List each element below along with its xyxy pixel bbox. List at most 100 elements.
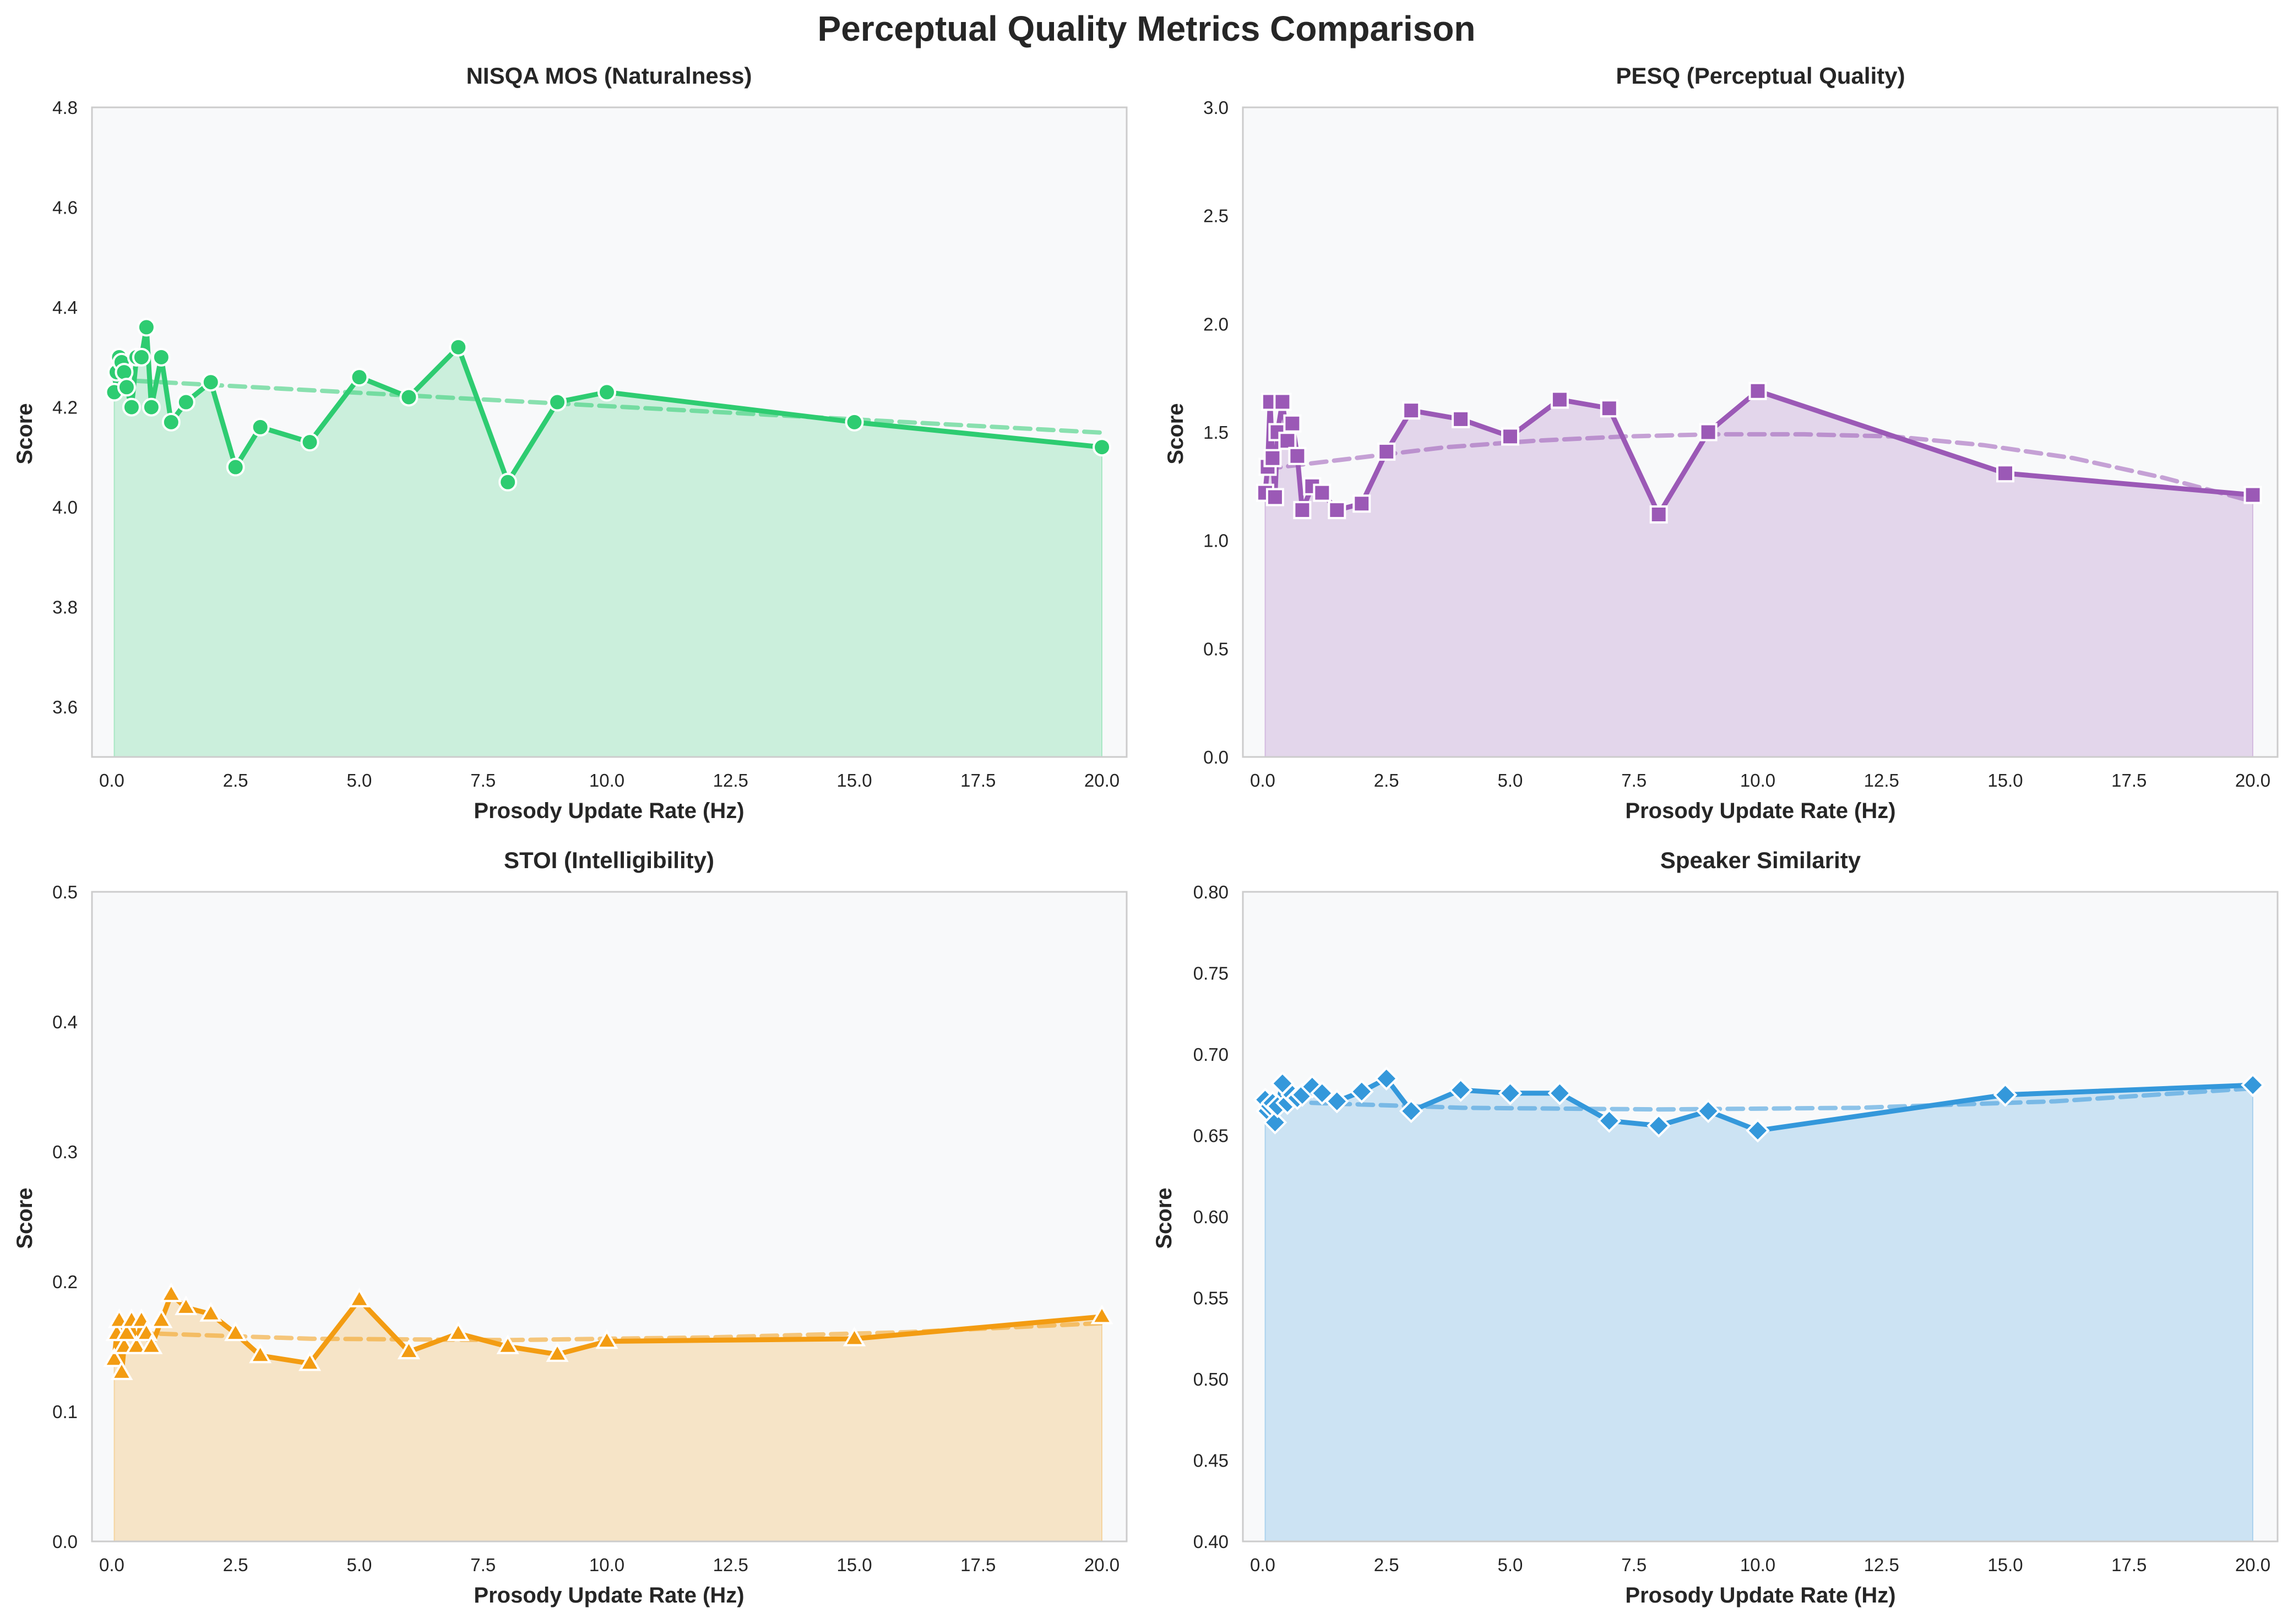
plot-frame — [1242, 891, 2279, 1543]
x-tick-label: 5.0 — [1498, 770, 1523, 791]
data-point — [160, 1282, 183, 1303]
data-point — [2241, 1073, 2265, 1097]
data-point — [397, 1339, 420, 1360]
x-tick-label: 17.5 — [2111, 770, 2147, 791]
data-point — [1746, 1118, 1770, 1143]
data-point — [140, 1334, 163, 1354]
data-point — [347, 1288, 371, 1307]
y-tick-label: 2.5 — [1203, 206, 1229, 226]
x-tick-label: 2.5 — [1374, 1555, 1399, 1575]
x-tick-label: 12.5 — [1864, 770, 1899, 791]
y-tick-label: 0.5 — [1203, 639, 1229, 659]
x-tick-label: 20.0 — [2235, 770, 2270, 791]
plot-frame — [91, 891, 1128, 1543]
panel-stoi: STOI (Intelligibility) Prosody Update Ra… — [13, 847, 1128, 1607]
x-tick-label: 10.0 — [1740, 1555, 1775, 1575]
x-tick-label: 10.0 — [589, 770, 624, 791]
data-point — [1377, 442, 1396, 461]
data-point — [1402, 401, 1421, 420]
data-point — [251, 417, 270, 437]
x-tick-label: 15.0 — [1987, 1555, 2023, 1575]
trend-line — [112, 377, 1105, 435]
x-tick-label: 20.0 — [1084, 770, 1120, 791]
x-axis-label: Prosody Update Rate (Hz) — [1625, 799, 1895, 823]
data-point — [1374, 1066, 1399, 1091]
plot-frame — [1242, 106, 2279, 758]
x-tick-label: 15.0 — [836, 1555, 872, 1575]
data-point — [1600, 399, 1618, 418]
data-point — [597, 383, 617, 402]
area-fill — [1264, 1077, 2254, 1542]
data-point — [298, 1351, 322, 1371]
data-point — [595, 1329, 618, 1349]
data-point — [150, 1308, 173, 1328]
data-point — [1265, 488, 1284, 506]
data-point — [201, 373, 220, 392]
data-point — [1278, 432, 1297, 450]
data-point — [1996, 464, 2015, 483]
data-point — [1501, 427, 1519, 446]
x-axis-label: Prosody Update Rate (Hz) — [1625, 1583, 1895, 1607]
data-point — [1293, 501, 1312, 520]
data-point — [1263, 1110, 1287, 1135]
data-point — [1324, 1089, 1349, 1114]
data-point — [1328, 501, 1346, 520]
data-point — [1550, 390, 1569, 409]
y-tick-label: 3.6 — [52, 697, 78, 717]
data-point — [1649, 505, 1668, 524]
data-point — [110, 1360, 133, 1380]
plot-background — [1243, 892, 2278, 1541]
x-tick-label: 10.0 — [589, 1555, 624, 1575]
data-point — [151, 347, 171, 367]
y-tick-label: 2.0 — [1203, 314, 1229, 334]
x-tick-label: 5.0 — [347, 1555, 372, 1575]
y-tick-label: 0.40 — [1193, 1532, 1229, 1552]
data-point — [1696, 1099, 1720, 1124]
x-tick-label: 12.5 — [1864, 1555, 1899, 1575]
y-tick-label: 0.0 — [1203, 747, 1229, 767]
data-point — [142, 397, 161, 417]
data-point — [102, 1347, 126, 1367]
y-tick-label: 0.1 — [52, 1402, 78, 1422]
y-tick-label: 0.5 — [52, 882, 78, 902]
x-tick-label: 2.5 — [223, 770, 248, 791]
y-tick-label: 0.0 — [52, 1532, 78, 1552]
data-point — [1288, 446, 1307, 465]
data-point — [122, 397, 141, 417]
data-point — [843, 1326, 866, 1347]
y-tick-label: 0.60 — [1193, 1207, 1229, 1227]
x-tick-label: 0.0 — [1250, 770, 1275, 791]
panel-title: Speaker Similarity — [1660, 847, 1861, 873]
y-tick-label: 0.2 — [52, 1272, 78, 1292]
data-point — [1748, 382, 1767, 400]
data-point — [1313, 483, 1332, 502]
x-tick-label: 5.0 — [1498, 1555, 1523, 1575]
y-tick-label: 1.5 — [1203, 422, 1229, 443]
data-point — [399, 388, 419, 407]
data-point — [496, 1334, 519, 1354]
x-tick-label: 0.0 — [99, 1555, 124, 1575]
figure-title: Perceptual Quality Metrics Comparison — [818, 9, 1476, 48]
data-point — [125, 1334, 148, 1354]
x-tick-label: 2.5 — [1374, 770, 1399, 791]
y-axis-label: Score — [13, 403, 37, 464]
data-point — [226, 457, 245, 477]
data-point — [249, 1343, 272, 1364]
panel-title: STOI (Intelligibility) — [504, 847, 714, 873]
data-point — [447, 1321, 470, 1342]
panel-nisqa: NISQA MOS (Naturalness) Prosody Update R… — [13, 63, 1128, 823]
y-tick-label: 0.50 — [1193, 1369, 1229, 1389]
data-point — [1399, 1099, 1423, 1124]
x-tick-label: 20.0 — [1084, 1555, 1120, 1575]
data-point — [1352, 494, 1371, 513]
y-axis-label: Score — [13, 1187, 37, 1249]
y-tick-label: 3.8 — [52, 597, 78, 618]
data-point — [1263, 449, 1282, 467]
data-point — [449, 337, 468, 357]
y-axis-label: Score — [1164, 403, 1188, 464]
y-tick-label: 3.0 — [1203, 97, 1229, 118]
y-tick-label: 0.70 — [1193, 1044, 1229, 1065]
x-axis-label: Prosody Update Rate (Hz) — [474, 799, 744, 823]
data-point — [1699, 423, 1718, 442]
